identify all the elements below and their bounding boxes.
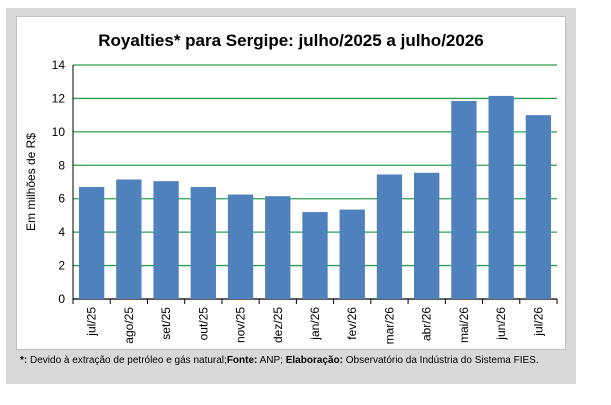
bar (78, 187, 105, 299)
y-tick-label: 6 (58, 192, 65, 206)
x-tick-label: jun/26 (494, 307, 508, 341)
footnote-elaboration-text: Observatório da Indústria do Sistema FIE… (342, 355, 539, 366)
footnote-text: Devido à extração de petróleo e gás natu… (27, 355, 227, 366)
footnote-mark: *: (20, 355, 28, 366)
chart-plot: 0 2 4 6 8 10 12 14 jul/25 ago/25 set/25 out/25 nov/… (24, 58, 558, 345)
bar (339, 209, 365, 299)
x-tick-label: mar/26 (382, 307, 396, 345)
x-tick-label: jul/26 (531, 307, 545, 337)
y-axis-label: Em milhões de R$ (24, 133, 38, 231)
x-tick-label: jul/25 (85, 307, 99, 337)
chart-area: Royalties* para Sergipe: julho/2025 a ju… (16, 16, 566, 350)
x-tick-label: mai/26 (457, 307, 471, 343)
bar (451, 100, 477, 299)
y-tick-label: 0 (58, 292, 65, 306)
footnote: *: Devido à extração de petróleo e gás n… (20, 355, 539, 366)
y-tick-labels: 0 2 4 6 8 10 12 14 (52, 58, 66, 306)
bar (227, 194, 254, 299)
chart-panel: Royalties* para Sergipe: julho/2025 a ju… (6, 8, 576, 384)
y-tick-label: 12 (52, 91, 66, 105)
bar (153, 181, 179, 299)
bar (116, 179, 142, 299)
y-tick-label: 8 (58, 158, 65, 172)
y-tick-label: 2 (58, 259, 65, 273)
x-tick-label: fev/26 (345, 307, 359, 340)
bars (78, 95, 552, 300)
footnote-elaboration-label: Elaboração: (285, 355, 343, 366)
x-tick-label: jan/26 (308, 307, 322, 341)
x-tick-label: set/25 (159, 307, 173, 340)
x-tick-label: abr/26 (420, 307, 434, 341)
footnote-source-text: ANP; (257, 355, 286, 366)
x-tick-labels: jul/25 ago/25 set/25 out/25 nov/25 dez/25 jan/… (85, 307, 546, 345)
y-tick-label: 4 (58, 225, 65, 239)
bar (190, 187, 216, 299)
bar (525, 115, 552, 300)
y-tick-label: 10 (52, 125, 66, 139)
x-tick-label: out/25 (196, 307, 210, 341)
bar (488, 95, 514, 300)
x-tick-label: nov/25 (234, 307, 248, 343)
x-tick-label: dez/25 (271, 307, 285, 343)
y-tick-label: 14 (52, 58, 66, 72)
bar (376, 174, 403, 299)
bar (414, 172, 440, 299)
bar (265, 196, 291, 299)
bar (302, 212, 328, 299)
chart-title: Royalties* para Sergipe: julho/2025 a ju… (98, 31, 484, 50)
x-tick-label: ago/25 (122, 307, 136, 344)
footnote-source-label: Fonte: (226, 355, 258, 366)
